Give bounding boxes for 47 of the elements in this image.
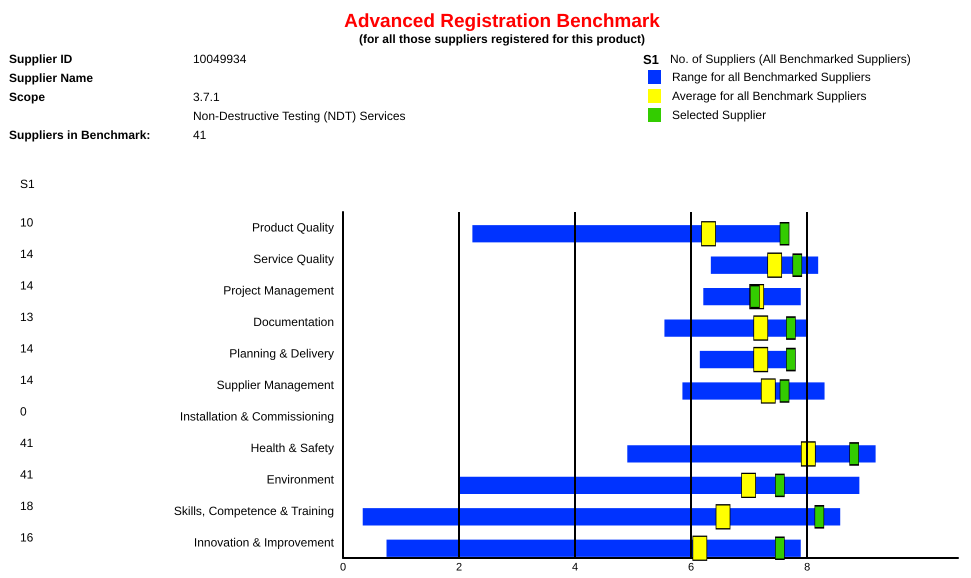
- y-tick-label: Service Quality: [253, 252, 334, 266]
- bar: [472, 225, 782, 242]
- legend-label: Range for all Benchmarked Suppliers: [672, 70, 871, 84]
- text: 18: [20, 498, 34, 513]
- bar: [386, 540, 801, 557]
- y-tick-label: Skills, Competence & Training: [174, 504, 334, 518]
- x-tick-label: 8: [804, 562, 810, 574]
- x-tick-label: 6: [688, 562, 694, 574]
- y-tick-label: Installation & Commissioning: [180, 409, 334, 424]
- bar: [458, 476, 860, 494]
- text: 10: [20, 216, 34, 230]
- legend-label: Selected Supplier: [672, 108, 766, 122]
- text: 41: [20, 467, 34, 482]
- chart-subtitle: (for all those suppliers registered for this product): [358, 32, 646, 46]
- text: 16: [20, 530, 34, 544]
- text: 14: [20, 247, 34, 262]
- y-tick-label: Supplier Management: [216, 378, 335, 392]
- y-tick-label: Planning & Delivery: [229, 346, 334, 361]
- text: 3.7.1: [193, 90, 220, 104]
- text: 13: [20, 310, 34, 324]
- legend-label: Average for all Benchmark Suppliers: [672, 89, 867, 103]
- text: Supplier ID: [9, 52, 73, 66]
- x-tick-label: 2: [456, 562, 462, 574]
- x-tick-label: 0: [340, 562, 346, 574]
- text: Suppliers in Benchmark:: [9, 128, 150, 142]
- text: 14: [20, 342, 34, 356]
- text: Supplier Name: [9, 71, 94, 85]
- chart-title: Advanced Registration Benchmark: [344, 11, 660, 32]
- text: 41: [20, 436, 34, 450]
- text: 14: [20, 278, 34, 293]
- x-tick-label: 4: [572, 562, 578, 574]
- text: 0: [20, 404, 27, 418]
- text: S1: [20, 177, 35, 191]
- text: 41: [193, 128, 207, 142]
- y-tick-label: Innovation & Improvement: [194, 535, 335, 550]
- text: 14: [20, 373, 34, 387]
- text: 10049934: [193, 52, 247, 66]
- text: Non-Destructive Testing (NDT) Services: [193, 109, 406, 123]
- y-tick-label: Project Management: [223, 284, 335, 298]
- y-tick-label: Health & Safety: [250, 440, 334, 455]
- bar: [362, 508, 840, 526]
- text: S1: [643, 52, 659, 67]
- y-tick-label: Environment: [266, 472, 335, 486]
- text: No. of Suppliers (All Benchmarked Suppliers): [670, 52, 911, 66]
- text: Scope: [9, 90, 46, 104]
- y-tick-label: Documentation: [253, 315, 334, 330]
- y-tick-label: Product Quality: [252, 220, 334, 235]
